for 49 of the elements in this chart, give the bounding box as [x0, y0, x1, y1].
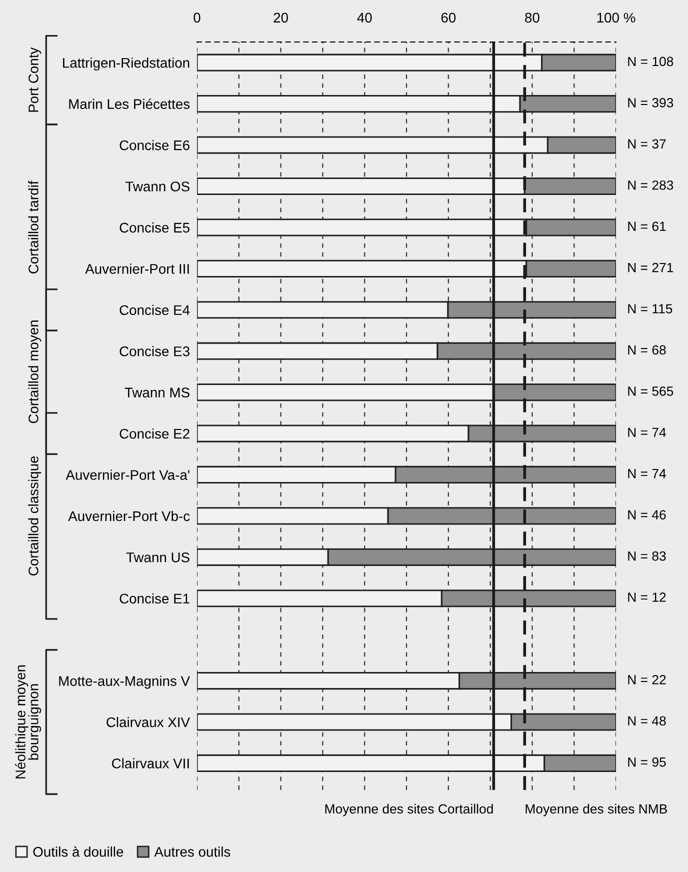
- x-tick-label: 80: [525, 12, 540, 23]
- y-tick-label: Twann OS: [126, 182, 190, 192]
- x-tick-label: 40: [357, 12, 372, 23]
- y-tick-label: Auvernier-Port III: [85, 264, 189, 274]
- text: N = 12: [628, 592, 666, 602]
- text: N = 108: [628, 56, 674, 66]
- y-tick-label: Concise E3: [120, 346, 190, 356]
- text: N = 393: [628, 98, 674, 108]
- y-tick-label: Twann US: [126, 552, 190, 562]
- y-tick-label: Concise E5: [120, 222, 190, 233]
- y-tick-label: Concise E6: [120, 140, 190, 150]
- text: N = 46: [628, 510, 666, 520]
- text: N = 565: [628, 386, 674, 396]
- y-tick-label: Clairvaux VII: [112, 758, 189, 768]
- y-tick-label: Clairvaux XIV: [106, 716, 190, 728]
- text: N = 74: [628, 469, 666, 478]
- text: Néolithique moyen bourguignon: [15, 665, 42, 778]
- x-tick-label: 60: [441, 12, 456, 23]
- y-tick-label: Marin Les Piécettes: [69, 98, 190, 109]
- y-tick-label: Auvernier-Port Vb-c: [68, 510, 190, 522]
- text: N = 68: [628, 345, 666, 355]
- text: N = 74: [628, 428, 666, 437]
- text: N = 22: [628, 674, 666, 684]
- y-tick-label: Concise E1: [120, 593, 190, 604]
- text: Cortaillod tardif: [28, 180, 38, 274]
- legend-label: Outils à douille: [33, 846, 124, 857]
- ref-line-label: Moyenne des sites Cortaillod: [325, 804, 493, 816]
- text: N = 83: [628, 551, 666, 561]
- x-tick-label: 20: [274, 12, 288, 23]
- y-tick-label: Auvernier-Port Va-a': [66, 470, 190, 480]
- legend-label: Autres outils: [154, 846, 230, 857]
- text: N = 115: [628, 304, 672, 314]
- text: Cortaillod classique: [28, 456, 42, 576]
- x-tick-label: 0: [194, 12, 200, 23]
- text: Cortaillod moyen: [28, 320, 42, 424]
- text: Port Conty: [28, 47, 42, 112]
- y-tick-label: Concise E4: [120, 304, 190, 316]
- y-tick-label: Motte-aux-Magnins V: [59, 676, 190, 689]
- text: N = 95: [628, 757, 666, 767]
- text: N = 37: [628, 139, 666, 149]
- y-tick-label: Lattrigen-Riedstation: [63, 58, 190, 71]
- text: N = 61: [628, 222, 666, 231]
- text: N = 283: [628, 180, 674, 190]
- x-tick-label: 100 %: [597, 12, 636, 23]
- text: N = 271: [628, 262, 674, 272]
- y-tick-label: Concise E2: [120, 428, 190, 439]
- y-tick-label: Twann MS: [124, 388, 190, 398]
- text: N = 48: [628, 716, 666, 726]
- ref-line-label: Moyenne des sites NMB: [526, 804, 667, 816]
